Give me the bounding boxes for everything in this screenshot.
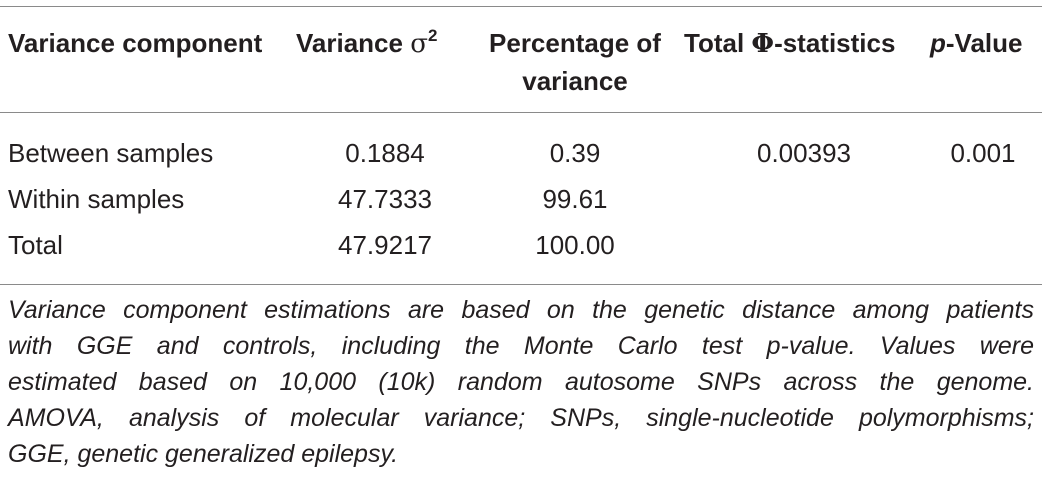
cell-component: Between samples	[8, 138, 214, 168]
cell-component: Within samples	[8, 184, 185, 214]
cell-percentage: 100.00	[535, 230, 615, 260]
header-p-value: p-Value	[930, 24, 1022, 62]
header-percentage-of-variance: Percentage of variance	[478, 24, 672, 100]
cell-pvalue: 0.001	[950, 138, 1016, 168]
header-phi-statistics: Total Φ-statistics	[684, 24, 895, 63]
table-top-rule	[0, 6, 1042, 7]
header-pvalue-suffix: -Value	[945, 28, 1023, 58]
table-row: Within samples 47.7333 99.61	[0, 176, 1042, 222]
footnote-line: AMOVA, analysis of molecular variance; S…	[8, 404, 1034, 432]
table-footnote: Variance component estimations are based…	[8, 292, 1034, 472]
cell-variance: 47.9217	[338, 230, 432, 260]
cell-component: Total	[8, 230, 63, 260]
header-p-italic: p	[930, 28, 946, 58]
phi-symbol: Φ	[751, 29, 775, 59]
header-variance-sigma: Variance σ2	[296, 24, 437, 63]
header-component-text: Variance component	[8, 28, 263, 58]
cell-variance: 47.7333	[338, 184, 432, 214]
cell-phi: 0.00393	[757, 138, 851, 168]
sigma-exponent: 2	[427, 26, 438, 45]
footnote-line: GGE, genetic generalized epilepsy.	[8, 440, 399, 468]
cell-percentage: 0.39	[549, 138, 601, 168]
footnote-line: Variance component estimations are based…	[8, 296, 1034, 324]
header-percentage-line2: variance	[522, 66, 628, 96]
header-variance-component: Variance component	[8, 24, 262, 62]
table-header-rule	[0, 112, 1042, 113]
footnote-line: with GGE and controls, including the Mon…	[8, 332, 1034, 360]
header-phi-suffix: -statistics	[774, 28, 896, 58]
sigma-symbol: σ	[410, 29, 428, 59]
table-row: Between samples 0.1884 0.39 0.00393 0.00…	[0, 130, 1042, 176]
header-percentage-line1: Percentage of	[489, 28, 661, 58]
cell-variance: 0.1884	[345, 138, 425, 168]
footnote-line: estimated based on 10,000 (10k) random a…	[8, 368, 1034, 396]
cell-percentage: 99.61	[542, 184, 608, 214]
table-bottom-rule	[0, 284, 1042, 285]
header-phi-prefix: Total	[684, 28, 752, 58]
table-row: Total 47.9217 100.00	[0, 222, 1042, 268]
header-variance-text: Variance	[296, 28, 411, 58]
